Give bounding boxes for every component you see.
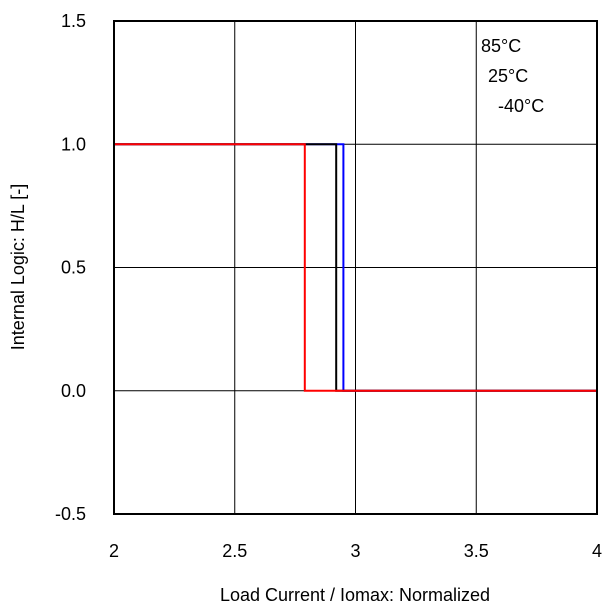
x-tick-label: 2 [109, 541, 119, 561]
x-axis-title: Load Current / Iomax: Normalized [220, 585, 490, 605]
x-tick-label: 3.5 [464, 541, 489, 561]
grid-layer [114, 21, 597, 514]
y-tick-label: 0.0 [61, 381, 86, 401]
legend: 85°C 25°C -40°C [481, 36, 544, 116]
plot-frame [113, 20, 598, 515]
x-tick-label: 4 [592, 541, 602, 561]
legend-label-25c: 25°C [488, 66, 528, 86]
legend-label-minus40c: -40°C [498, 96, 544, 116]
y-axis-title: Internal Logic: H/L [-] [8, 184, 28, 350]
legend-label-85c: 85°C [481, 36, 521, 56]
x-tick-label: 3 [350, 541, 360, 561]
y-tick-label: 1.0 [61, 134, 86, 154]
y-tick-label: 1.5 [61, 11, 86, 31]
y-tick-label: 0.5 [61, 258, 86, 278]
tick-labels: 2 2.5 3 3.5 4 -0.5 0.0 0.5 1.0 1.5 [55, 11, 602, 561]
x-tick-label: 2.5 [222, 541, 247, 561]
series-line-85c [114, 143, 597, 392]
y-tick-label: -0.5 [55, 504, 86, 524]
series-layer [114, 143, 597, 392]
